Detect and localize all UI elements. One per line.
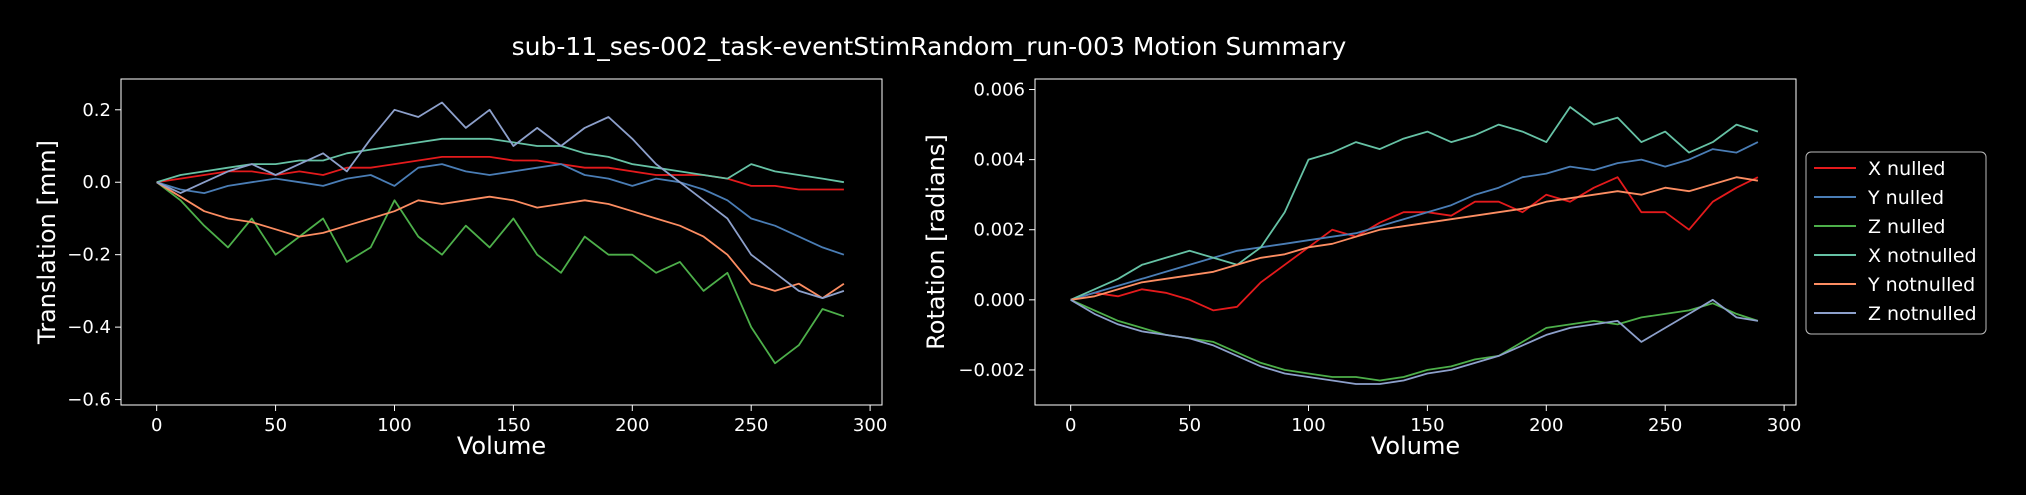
x-tick-label: 100 — [1291, 415, 1325, 436]
y-tick-label: −0.2 — [67, 245, 111, 266]
y-axis-label: Rotation [radians] — [922, 134, 950, 350]
legend-label: X notnulled — [1868, 245, 1977, 267]
x-tick-label: 50 — [264, 415, 287, 436]
y-axis-label: Translation [mm] — [33, 140, 61, 345]
legend: X nulled Y nulled Z nulled X notnulled Y… — [1805, 151, 1987, 335]
y-tick-label: −0.6 — [67, 390, 111, 411]
x-axis-label: Volume — [457, 432, 546, 460]
x-tick-label: 300 — [1767, 415, 1801, 436]
x-tick-label: 200 — [1529, 415, 1563, 436]
series-line — [1070, 176, 1759, 301]
series-line — [156, 155, 844, 191]
y-tick-label: 0.004 — [973, 150, 1025, 171]
series-line — [1070, 141, 1759, 301]
legend-label: Z nulled — [1868, 216, 1945, 238]
x-tick-label: 0 — [151, 415, 162, 436]
figure-title: sub-11_ses-002_task-eventStimRandom_run-… — [512, 32, 1347, 61]
x-tick-label: 250 — [734, 415, 768, 436]
x-tick-label: 150 — [1410, 415, 1444, 436]
x-tick-label: 300 — [853, 415, 887, 436]
y-tick-label: 0.000 — [973, 290, 1025, 311]
x-tick-label: 0 — [1065, 415, 1076, 436]
y-tick-label: 0.002 — [973, 220, 1025, 241]
series-line — [1070, 106, 1759, 301]
x-tick-label: 250 — [1648, 415, 1682, 436]
axes-frame — [1034, 78, 1797, 406]
x-tick-label: 100 — [377, 415, 411, 436]
series-line — [156, 181, 845, 365]
x-axis-label: Volume — [1371, 432, 1460, 460]
legend-label: Y nulled — [1867, 187, 1944, 209]
legend-label: Y notnulled — [1867, 274, 1975, 296]
series-line — [1070, 298, 1759, 385]
y-tick-label: −0.002 — [958, 360, 1025, 381]
axes-frame — [120, 78, 883, 406]
x-tick-label: 200 — [615, 415, 649, 436]
y-tick-label: 0.2 — [82, 100, 111, 121]
x-tick-label: 50 — [1178, 415, 1201, 436]
series-line — [156, 163, 845, 256]
x-tick-label: 150 — [496, 415, 530, 436]
legend-label: Z notnulled — [1868, 303, 1977, 325]
legend-label: X nulled — [1868, 158, 1945, 180]
series-line — [1070, 176, 1759, 312]
translation-plot: 0 50 100 150 200 250 300 −0.6 −0.4 −0.2 0.0 0.2 Volu… — [33, 78, 887, 460]
y-tick-label: −0.4 — [67, 317, 111, 338]
series-line — [156, 137, 845, 184]
series-line — [156, 181, 845, 300]
y-tick-label: 0.006 — [973, 80, 1025, 101]
rotation-plot: 0 50 100 150 200 250 300 −0.002 0.000 0.002 0.004 0… — [922, 78, 1801, 460]
series-line — [156, 101, 845, 300]
y-tick-label: 0.0 — [82, 172, 111, 193]
